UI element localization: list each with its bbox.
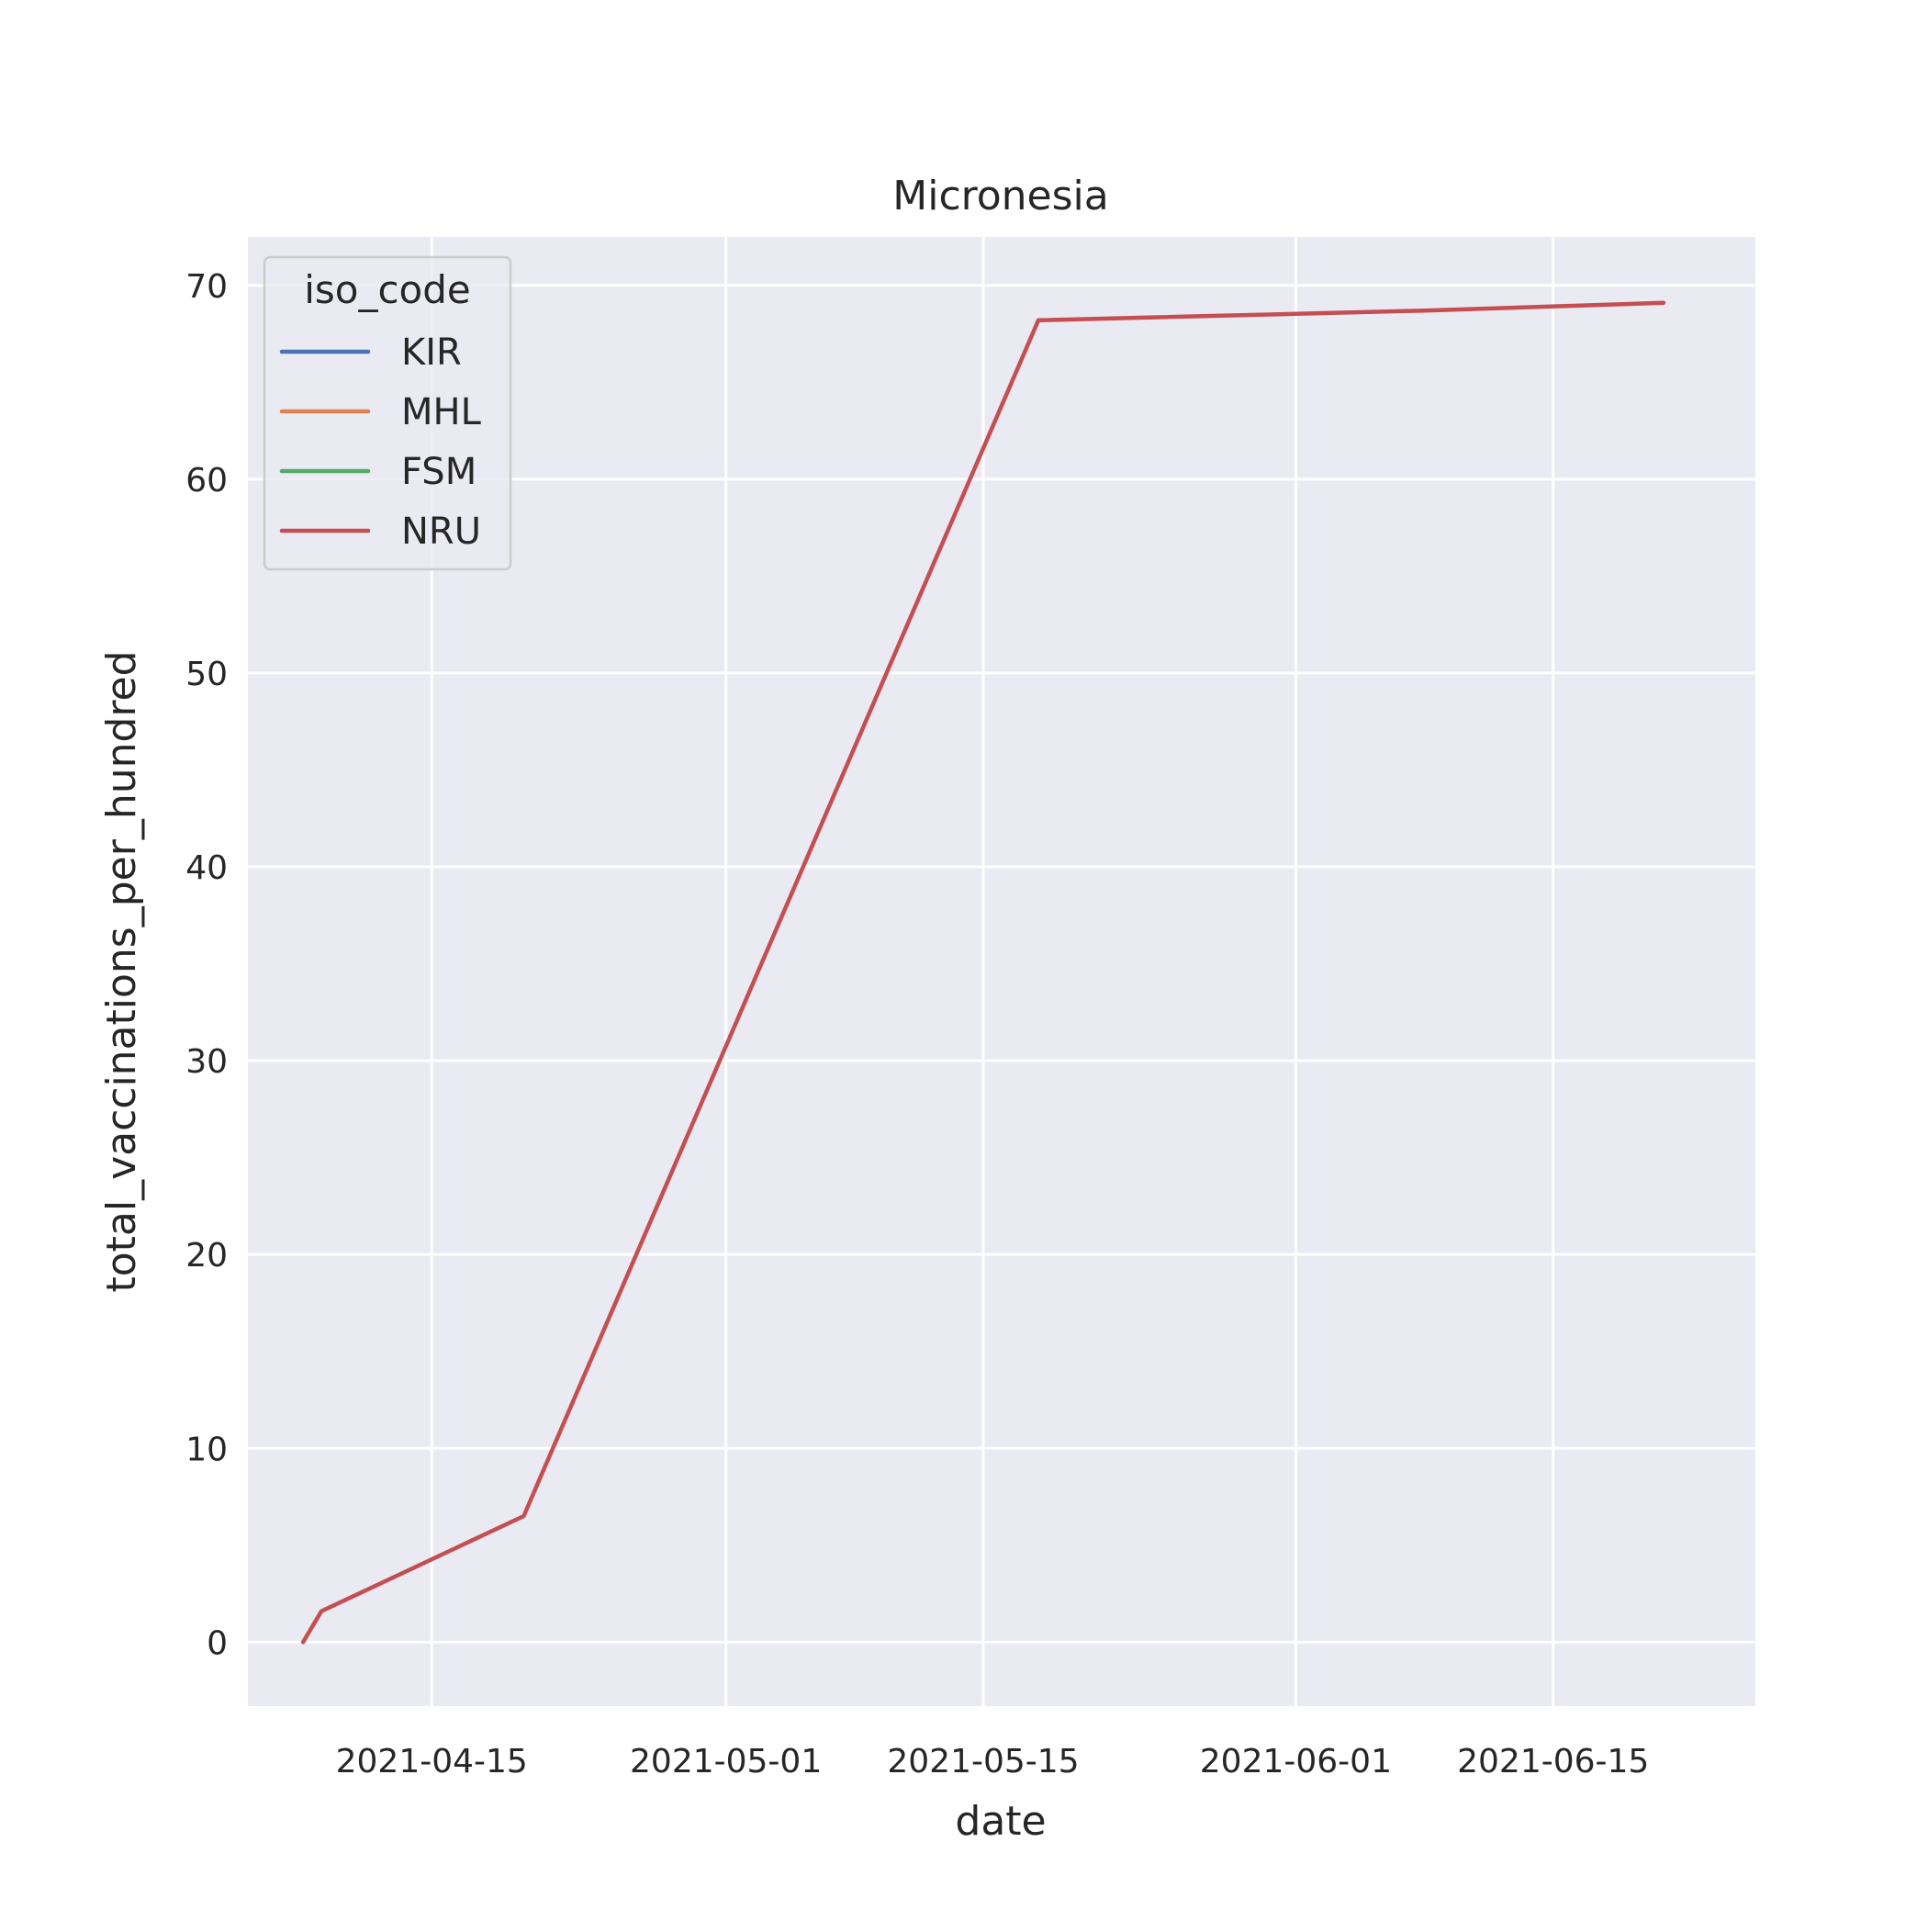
legend-entry-kir: KIR (279, 331, 462, 374)
y-tick-label: 70 (185, 268, 228, 306)
y-tick-label: 60 (185, 462, 228, 500)
x-tick-label: 2021-05-15 (887, 1743, 1079, 1780)
legend-label: MHL (401, 391, 482, 433)
y-tick-label: 40 (185, 849, 228, 887)
chart-title: Micronesia (892, 173, 1109, 219)
x-tick-label: 2021-05-01 (630, 1743, 822, 1780)
y-tick-label: 20 (185, 1237, 228, 1275)
legend-label: KIR (401, 331, 462, 374)
legend-title: iso_code (304, 267, 471, 312)
x-axis-label: date (955, 1798, 1046, 1845)
legend-entry-nru: NRU (279, 511, 481, 553)
y-axis-label: total_vaccinations_per_hundred (98, 650, 145, 1292)
y-tick-label: 0 (207, 1624, 228, 1662)
x-tick-label: 2021-06-01 (1200, 1743, 1392, 1780)
series-line-nru (300, 300, 1666, 1645)
legend-label: NRU (401, 511, 481, 553)
y-tick-label: 30 (185, 1043, 228, 1081)
y-tick-label: 10 (185, 1431, 228, 1468)
x-tick-label: 2021-06-15 (1457, 1743, 1649, 1780)
legend: iso_code KIR MHL FSM NRU (263, 255, 512, 571)
legend-entry-fsm: FSM (279, 451, 476, 493)
legend-label: FSM (401, 451, 476, 493)
y-tick-label: 50 (185, 656, 228, 693)
legend-box (263, 255, 512, 571)
legend-entry-mhl: MHL (279, 391, 482, 433)
x-tick-label: 2021-04-15 (336, 1743, 528, 1780)
